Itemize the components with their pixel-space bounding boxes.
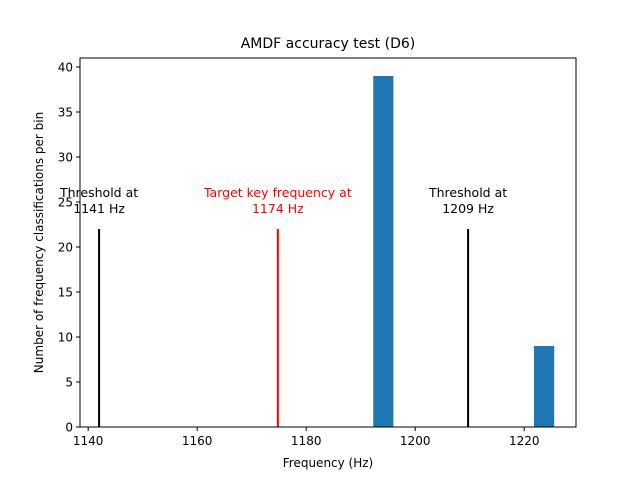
x-tick-label-4: 1220 [509,434,540,448]
x-axis-label: Frequency (Hz) [283,456,374,470]
y-axis-label: Number of frequency classifications per … [32,112,46,373]
y-tick-label-6: 30 [58,151,73,165]
y-tick-label-8: 40 [58,61,73,75]
x-tick-label-2: 1180 [291,434,322,448]
marker-label-1-line2: 1174 Hz [252,201,304,216]
x-tick-label-1: 1160 [182,434,213,448]
chart-title: AMDF accuracy test (D6) [241,36,416,52]
x-tick-label-3: 1200 [400,434,431,448]
marker-label-2-line1: Threshold at [428,185,507,200]
bar-1 [534,346,555,427]
y-tick-label-4: 20 [58,241,73,255]
y-tick-label-5: 25 [58,196,73,210]
marker-label-2-line2: 1209 Hz [442,201,494,216]
plot-area [373,76,555,427]
x-tick-label-0: 1140 [73,434,104,448]
x-axis: 1140 1160 1180 1200 1220 [73,427,540,448]
marker-label-0-line2: 1141 Hz [73,201,125,216]
y-tick-label-3: 15 [58,286,73,300]
y-tick-label-7: 35 [58,106,73,120]
marker-label-0-line1: Threshold at [59,185,138,200]
plot-frame [79,57,577,428]
marker-label-1-line1: Target key frequency at [203,185,352,200]
y-tick-label-1: 5 [65,376,73,390]
y-tick-label-0: 0 [65,421,73,435]
bar-0 [373,76,394,427]
y-axis: 0 5 10 15 20 25 30 35 40 [58,61,80,435]
y-tick-label-2: 10 [58,331,73,345]
